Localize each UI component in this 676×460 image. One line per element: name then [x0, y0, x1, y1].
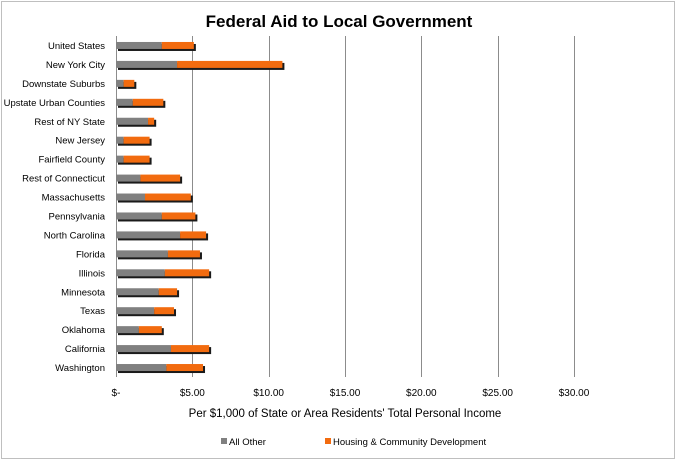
category-label: Massachusetts — [42, 193, 106, 204]
bar-housing-community-development — [158, 288, 178, 296]
category-label: United States — [48, 41, 105, 52]
x-tick-label: $5.00 — [180, 388, 205, 399]
category-label: Texas — [80, 306, 105, 317]
legend-label: All Other — [229, 437, 266, 448]
category-label: Pennsylvania — [48, 211, 105, 222]
bar-housing-community-development — [138, 326, 162, 334]
bar-housing-community-development — [167, 250, 200, 258]
category-label: Upstate Urban Counties — [4, 98, 106, 109]
category-label: Oklahoma — [62, 325, 106, 336]
x-tick-label: $20.00 — [406, 388, 437, 399]
bar-housing-community-development — [132, 98, 164, 106]
x-tick-label: $- — [112, 388, 121, 399]
bar-all-other — [116, 269, 165, 277]
bar-all-other — [116, 307, 155, 315]
bar-all-other — [116, 364, 167, 372]
x-tick-label: $25.00 — [482, 388, 513, 399]
category-label: Florida — [76, 249, 106, 260]
category-label: Rest of Connecticut — [22, 174, 105, 185]
bar-all-other — [116, 250, 168, 258]
category-label: North Carolina — [44, 230, 106, 241]
x-tick-labels: $- $5.00 $10.00 $15.00 $20.00 $25.00 $30.00 — [112, 388, 590, 399]
bar-all-other — [116, 193, 146, 201]
category-labels: United States New York City Downstate Subu… — [4, 41, 106, 374]
category-label: New Jersey — [55, 136, 105, 147]
bar-all-other — [116, 117, 149, 125]
bar-housing-community-development — [177, 60, 283, 68]
bar-housing-community-development — [166, 364, 204, 372]
bar-all-other — [116, 60, 178, 68]
bar-housing-community-development — [145, 193, 191, 201]
bar-housing-community-development — [123, 136, 150, 144]
bar-housing-community-development — [123, 155, 150, 163]
bar-housing-community-development — [123, 79, 135, 87]
category-label: Downstate Suburbs — [22, 79, 105, 90]
bar-all-other — [116, 288, 159, 296]
bar-all-other — [116, 98, 133, 106]
bar-housing-community-development — [140, 174, 181, 182]
bar-housing-community-development — [170, 345, 210, 353]
legend-swatch — [221, 438, 227, 444]
legend: All Other Housing & Community Development — [221, 437, 486, 448]
bar-housing-community-development — [161, 212, 196, 220]
bar-all-other — [116, 231, 181, 239]
bar-housing-community-development — [161, 41, 194, 49]
bar-housing-community-development — [154, 307, 175, 315]
bar-housing-community-development — [180, 231, 207, 239]
category-label: Illinois — [79, 268, 106, 279]
chart-title: Federal Aid to Local Government — [206, 12, 473, 31]
bar-all-other — [116, 345, 171, 353]
grid-lines — [116, 36, 575, 377]
category-label: California — [65, 344, 106, 355]
legend-swatch — [325, 438, 331, 444]
x-tick-label: $30.00 — [559, 388, 590, 399]
bar-all-other — [116, 41, 162, 49]
bar-all-other — [116, 326, 139, 334]
category-label: New York City — [46, 60, 105, 71]
legend-label: Housing & Community Development — [333, 437, 486, 448]
bars — [116, 41, 285, 374]
category-label: Washington — [55, 363, 105, 374]
bar-all-other — [116, 136, 124, 144]
bar-all-other — [116, 174, 141, 182]
bar-all-other — [116, 212, 162, 220]
category-label: Fairfield County — [38, 155, 105, 166]
x-axis-title: Per $1,000 of State or Area Residents' T… — [189, 408, 502, 420]
x-tick-label: $15.00 — [330, 388, 361, 399]
bar-housing-community-development — [148, 117, 155, 125]
category-label: Minnesota — [61, 287, 106, 298]
bar-all-other — [116, 155, 124, 163]
bar-housing-community-development — [164, 269, 210, 277]
x-tick-label: $10.00 — [253, 388, 284, 399]
category-label: Rest of NY State — [34, 117, 105, 128]
bar-all-other — [116, 79, 124, 87]
